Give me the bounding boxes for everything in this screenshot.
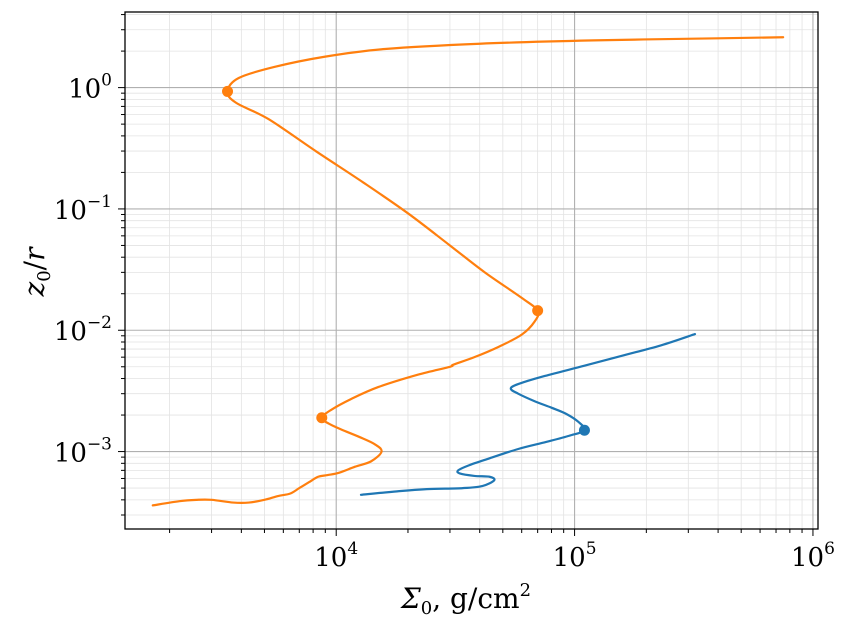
series-line — [151, 36, 785, 507]
x-tick-label: 105 — [553, 539, 597, 573]
axis-ticks — [118, 14, 814, 536]
minor-grid — [125, 12, 818, 529]
x-axis-label: Σ0, g/cm2 — [400, 580, 531, 619]
series-marker — [222, 85, 234, 97]
series-marker — [578, 424, 590, 436]
series-line — [359, 332, 697, 496]
series-marker — [316, 412, 328, 424]
series-layer — [151, 36, 785, 507]
y-tick-label: 10−2 — [54, 313, 112, 347]
y-tick-labels: 100 10−1 10−2 10−3 — [54, 71, 112, 469]
series-1 — [359, 332, 697, 496]
series-0 — [151, 36, 785, 507]
y-tick-label: 100 — [68, 71, 112, 105]
x-tick-label: 106 — [791, 539, 835, 573]
x-tick-labels: 104 105 106 — [314, 539, 835, 573]
y-tick-label: 10−1 — [54, 192, 112, 226]
plot-frame — [124, 11, 819, 530]
y-axis-label: z0/r — [18, 246, 55, 298]
major-grid — [125, 12, 818, 529]
x-tick-label: 104 — [314, 539, 358, 573]
series-marker — [532, 305, 544, 317]
y-tick-label: 10−3 — [54, 435, 112, 469]
